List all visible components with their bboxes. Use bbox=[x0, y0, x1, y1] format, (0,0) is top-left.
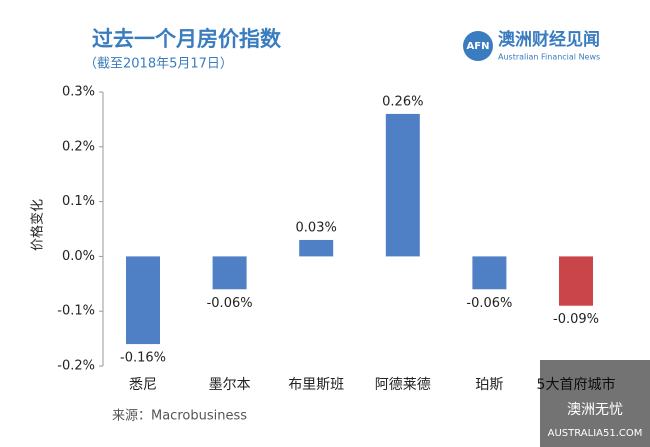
bar bbox=[299, 239, 334, 257]
y-tick-label: -0.1% bbox=[57, 304, 95, 319]
y-tick-label: 0.0% bbox=[62, 249, 95, 264]
y-tick-label: -0.2% bbox=[57, 359, 95, 374]
x-tick-label: 墨尔本 bbox=[209, 377, 251, 393]
y-axis-label: 价格变化 bbox=[30, 199, 46, 251]
value-label: -0.06% bbox=[207, 296, 253, 311]
watermark-site: AUSTRALIA51.COM bbox=[548, 428, 643, 439]
logo-name: 澳洲财经见闻 bbox=[498, 29, 600, 50]
x-tick-label: 悉尼 bbox=[129, 377, 157, 393]
value-label: -0.16% bbox=[120, 351, 166, 366]
logo-english: Australian Financial News bbox=[498, 53, 600, 62]
y-tick-label: 0.1% bbox=[62, 194, 95, 209]
value-label: 0.03% bbox=[296, 220, 337, 235]
y-tick-label: 0.3% bbox=[62, 85, 95, 100]
chart-subtitle: （截至2018年5月17日） bbox=[84, 57, 233, 72]
bar bbox=[472, 256, 507, 290]
x-tick-label: 布里斯班 bbox=[288, 377, 344, 393]
x-tick-label: 珀斯 bbox=[475, 377, 503, 393]
bar bbox=[126, 256, 160, 345]
x-tick-label: 阿德莱德 bbox=[375, 377, 431, 393]
logo-badge bbox=[463, 31, 493, 61]
watermark-name: 澳洲无忧 bbox=[567, 402, 623, 418]
watermark-box bbox=[540, 360, 650, 447]
source: 来源：Macrobusiness bbox=[112, 409, 247, 424]
value-label: -0.06% bbox=[466, 296, 512, 311]
value-label: 0.26% bbox=[382, 94, 423, 109]
bar bbox=[559, 256, 593, 306]
value-label: -0.09% bbox=[553, 312, 599, 327]
chart-title: 过去一个月房价指数 bbox=[92, 27, 282, 51]
bar bbox=[385, 113, 420, 257]
y-tick-label: 0.2% bbox=[62, 139, 95, 154]
bar bbox=[212, 256, 247, 290]
logo-mark: AFN bbox=[467, 41, 490, 52]
